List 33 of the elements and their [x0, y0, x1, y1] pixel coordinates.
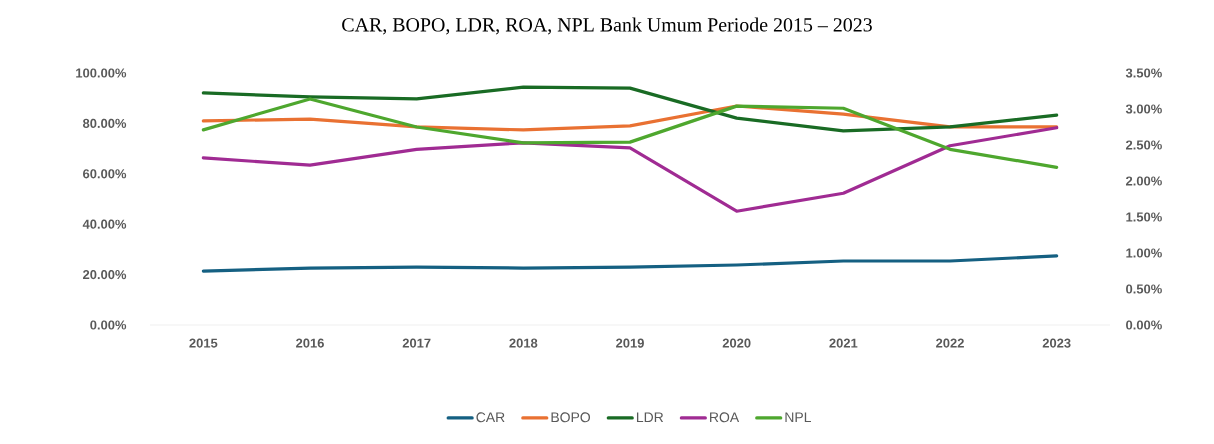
y2-tick-label: 1.00% [1126, 248, 1162, 258]
y-tick-label: 100.00% [76, 68, 127, 78]
legend-label: CAR [476, 412, 505, 423]
y-tick-label: 80.00% [82, 118, 127, 128]
line-series [201, 85, 1059, 133]
legend-label: BOPO [551, 412, 591, 423]
y-tick-label: 60.00% [83, 169, 127, 179]
chart-title: CAR, BOPO, LDR, ROA, NPL Bank Umum Periode 2015 – 2023 [342, 17, 872, 35]
x-tick-label: 2017 [402, 338, 431, 348]
x-tick-label: 2015 [189, 338, 218, 348]
legend-label: NPL [785, 412, 811, 423]
y2-tick-label: 0.00% [1126, 320, 1162, 330]
y2-tick-label: 1.50% [1126, 212, 1162, 222]
legend-label: LDR [636, 412, 664, 423]
y-tick-label: 40.00% [82, 219, 127, 229]
y2-tick-label: 0.50% [1126, 284, 1162, 294]
x-tick-label: 2022 [936, 338, 964, 348]
y2-tick-label: 3.00% [1125, 104, 1162, 114]
y2-tick-label: 2.50% [1125, 140, 1162, 150]
x-tick-label: 2018 [509, 338, 538, 348]
line-series [201, 97, 1059, 169]
x-tick-label: 2023 [1042, 338, 1071, 348]
line-series [201, 126, 1059, 213]
y-tick-label: 0.00% [90, 320, 127, 330]
legend-label: ROA [710, 412, 740, 423]
x-tick-label: 2019 [616, 338, 644, 348]
y2-tick-label: 2.00% [1125, 176, 1162, 186]
y2-tick-label: 3.50% [1125, 68, 1162, 78]
x-tick-label: 2016 [296, 338, 324, 348]
x-tick-label: 2020 [722, 338, 751, 348]
y-tick-label: 20.00% [83, 270, 127, 280]
line-series [201, 254, 1059, 273]
x-tick-label: 2021 [829, 338, 858, 348]
